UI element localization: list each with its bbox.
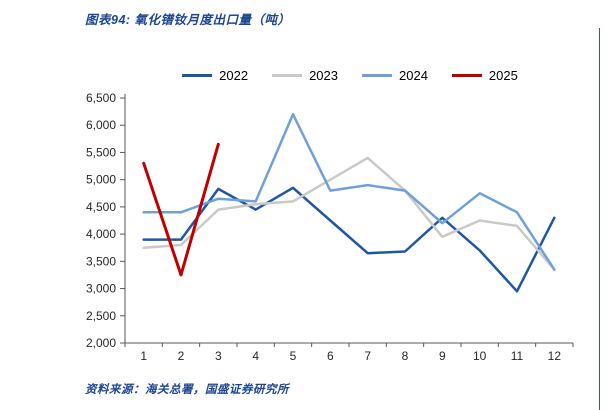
x-tick-label: 2 [178, 349, 185, 363]
legend-label: 2022 [219, 67, 249, 83]
x-tick-label: 3 [215, 349, 222, 363]
legend-swatch-2025 [451, 73, 482, 77]
line-chart: 2,000 2,500 3,000 3,500 4,000 4,500 5,000 5,500… [86, 91, 574, 363]
x-tick-label: 5 [290, 349, 297, 363]
y-tick-label: 2,000 [86, 336, 116, 350]
chart-title: 图表94: 氧化镨钕月度出口量（吨） [85, 13, 291, 27]
y-axis: 2,000 2,500 3,000 3,500 4,000 4,500 5,000 5,500… [86, 91, 126, 350]
y-tick-label: 5,000 [86, 173, 116, 187]
x-tick-label: 12 [548, 349, 562, 363]
legend-swatch-2022 [182, 73, 213, 77]
x-tick-label: 7 [364, 349, 371, 363]
y-tick-label: 6,500 [86, 91, 116, 105]
legend-item-2022: 2022 [182, 68, 248, 83]
x-tick-label: 10 [473, 349, 487, 363]
series-line-2024 [142, 113, 556, 271]
series-line-2023 [142, 156, 556, 271]
legend-label: 2024 [399, 67, 428, 83]
series-line-2025 [142, 142, 220, 277]
y-tick-label: 2,500 [86, 309, 116, 323]
y-tick-label: 3,500 [86, 254, 116, 268]
panel-divider [599, 28, 600, 410]
y-tick-label: 3,000 [86, 282, 116, 296]
legend-item-2024: 2024 [362, 68, 428, 83]
x-axis: 1 2 3 4 5 6 7 8 9 10 11 12 [124, 342, 574, 363]
legend-swatch-2024 [362, 73, 392, 77]
legend-label: 2025 [488, 67, 518, 83]
x-tick-label: 8 [402, 349, 409, 363]
legend-label: 2023 [309, 67, 338, 83]
y-tick-label: 6,000 [86, 118, 116, 132]
x-tick-label: 9 [439, 349, 446, 363]
chart-legend: 2022 2023 2024 2025 [125, 66, 575, 84]
y-tick-label: 5,500 [86, 145, 116, 159]
x-tick-label: 6 [327, 349, 334, 363]
legend-item-2023: 2023 [272, 68, 338, 83]
y-tick-label: 4,000 [86, 227, 116, 241]
legend-swatch-2023 [272, 73, 303, 77]
legend-item-2025: 2025 [451, 67, 518, 83]
source-note: 资料来源：海关总署，国盛证券研究所 [85, 384, 289, 396]
series-line-2022 [142, 186, 556, 293]
x-tick-label: 11 [511, 349, 524, 363]
y-tick-label: 4,500 [86, 200, 116, 214]
x-tick-label: 4 [252, 349, 259, 363]
x-tick-label: 1 [140, 349, 147, 363]
